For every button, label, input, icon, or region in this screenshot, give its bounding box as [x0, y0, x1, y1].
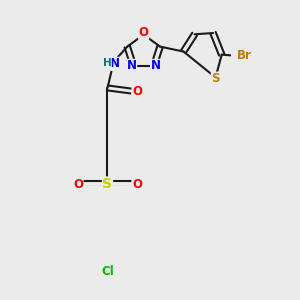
Text: N: N — [110, 57, 120, 70]
Text: S: S — [103, 177, 112, 191]
Text: S: S — [211, 72, 220, 85]
Text: O: O — [139, 26, 148, 39]
Text: H: H — [103, 58, 111, 68]
Text: N: N — [151, 59, 160, 72]
Text: N: N — [127, 59, 136, 72]
Text: Br: Br — [236, 50, 251, 62]
Text: O: O — [73, 178, 83, 190]
Text: O: O — [132, 85, 142, 98]
Text: Cl: Cl — [101, 265, 114, 278]
Text: O: O — [132, 178, 142, 190]
